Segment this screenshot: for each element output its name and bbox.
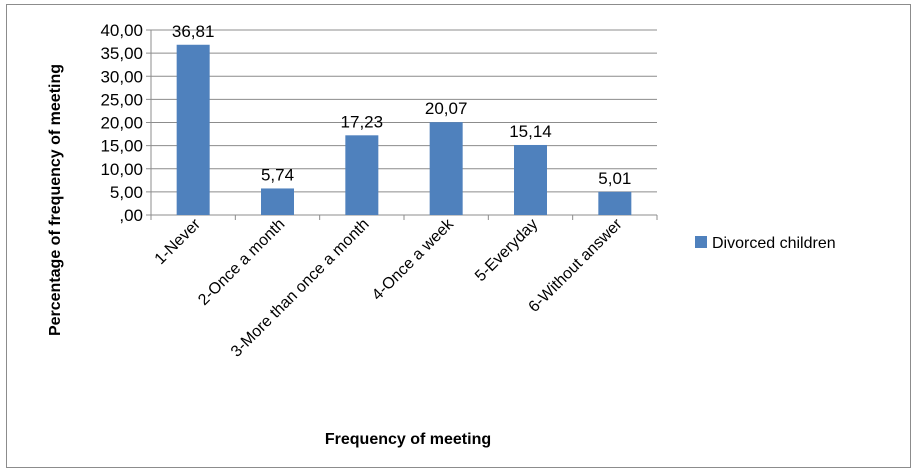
chart-frame: [6, 4, 911, 468]
y-tick-label: 15,00: [100, 137, 143, 156]
y-tick-label: 40,00: [100, 21, 143, 40]
x-category-label: 3-More than once a month: [228, 216, 373, 361]
data-label: 20,07: [425, 99, 468, 118]
x-category-label: 4-Once a week: [369, 215, 458, 304]
bar: [176, 44, 210, 215]
x-category-label: 1-Never: [152, 215, 205, 268]
y-tick-label: 20,00: [100, 114, 143, 133]
bar: [514, 144, 547, 215]
x-axis-title: Frequency of meeting: [325, 431, 491, 448]
y-tick-label: 5,00: [110, 183, 143, 202]
gridlines: [151, 29, 657, 216]
data-label: 17,23: [341, 112, 384, 131]
y-axis-ticks: ,00 5,00 10,00 15,00 20,00 25,00 30,00 35,00 40,…: [100, 21, 658, 225]
legend: Divorced children: [695, 235, 836, 252]
bar: [345, 135, 379, 215]
data-label: 5,74: [261, 165, 294, 184]
bar: [429, 122, 463, 215]
data-labels: 36,81 5,74 17,23 20,07 15,14 5,01: [172, 22, 631, 188]
y-tick-label: 25,00: [100, 90, 143, 109]
data-label: 36,81: [172, 22, 215, 41]
y-tick-label: ,00: [119, 206, 143, 225]
legend-swatch: [695, 236, 707, 248]
x-category-label: 5-Everyday: [472, 216, 541, 285]
y-tick-label: 10,00: [100, 160, 143, 179]
y-tick-label: 35,00: [100, 44, 143, 63]
y-axis-title: Percentage of frequency of meeting: [47, 64, 64, 336]
data-label: 5,01: [598, 169, 631, 188]
bar: [598, 191, 632, 215]
legend-label: Divorced children: [712, 235, 836, 252]
data-label: 15,14: [509, 122, 552, 141]
bar: [261, 188, 294, 215]
x-category-label: 2-Once a month: [195, 216, 288, 309]
x-category-label: 6-Without answer: [526, 215, 627, 316]
bars: [176, 44, 632, 215]
y-tick-label: 30,00: [100, 67, 143, 86]
